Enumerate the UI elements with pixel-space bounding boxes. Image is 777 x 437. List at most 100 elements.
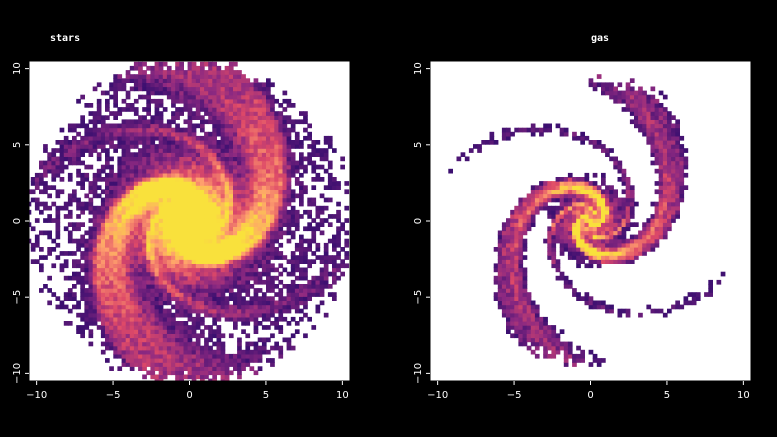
density-cell [543,341,548,347]
density-cell [179,209,184,215]
density-cell [72,189,77,195]
density-cell [183,238,189,244]
density-cell [282,177,288,182]
density-cell [563,353,569,359]
density-cell [224,316,230,322]
density-cell [195,251,201,256]
density-cell [200,98,205,104]
density-cell [228,247,234,252]
density-cell [253,131,259,137]
density-cell [166,345,172,351]
density-cell [162,189,168,195]
density-cell [187,127,193,133]
density-cell [125,271,131,277]
density-cell [543,238,548,244]
density-cell [241,197,246,203]
density-cell [133,296,139,301]
density-cell [212,177,217,182]
density-cell [220,119,226,125]
density-cell [142,152,147,157]
density-cell [121,189,127,195]
density-cell [290,164,296,170]
density-cell [129,362,135,367]
density-cell [162,160,168,166]
density-cell [282,127,288,133]
density-cell [253,94,259,100]
density-cell [175,275,180,281]
density-cell [171,333,176,339]
density-cell [662,94,668,100]
density-cell [270,345,275,351]
density-cell [100,325,106,330]
density-cell [658,168,664,174]
density-cell [638,107,643,112]
density-cell [286,181,292,186]
density-cell [576,242,581,248]
density-cell [216,366,222,371]
density-cell [237,74,242,79]
density-cell [92,86,98,92]
density-cell [34,259,40,264]
density-cell [113,103,118,108]
density-cell [138,308,143,314]
density-cell [662,123,668,129]
density-cell [212,152,217,157]
density-cell [88,271,94,277]
density-cell [138,185,143,190]
density-cell [76,131,81,137]
density-cell [274,168,279,174]
density-cell [319,152,325,157]
density-cell [658,123,664,129]
density-cell [679,160,685,166]
density-cell [493,263,499,269]
density-cell [166,321,172,326]
density-cell [92,172,98,178]
density-cell [299,197,304,203]
density-cell [270,275,275,281]
density-cell [270,247,275,252]
density-cell [88,103,94,108]
density-cell [216,263,222,269]
density-cell [596,300,602,306]
density-cell [43,144,48,149]
density-cell [187,168,193,174]
density-cell [113,345,118,351]
density-cell [162,185,168,190]
density-cell [559,185,565,190]
density-cell [216,300,222,306]
density-cell [299,185,304,190]
density-cell [667,201,672,207]
density-cell [100,230,106,236]
density-cell [125,300,131,306]
density-cell [282,316,288,322]
density-cell [555,177,561,182]
density-cell [671,160,676,166]
density-cell [497,271,503,277]
density-cell [146,177,151,182]
density-cell [171,197,176,203]
density-cell [266,316,271,322]
density-cell [183,374,189,380]
density-cell [129,209,135,215]
density-cell [646,242,652,248]
density-cell [154,222,160,227]
density-cell [212,267,217,273]
density-cell [654,123,660,129]
density-cell [559,247,565,252]
density-cell [290,263,296,269]
density-cell [125,358,131,363]
density-cell [121,131,127,137]
density-cell [183,103,189,108]
density-cell [216,140,222,145]
density-cell [195,197,201,203]
density-cell [220,78,226,83]
density-cell [150,362,156,367]
density-cell [261,263,267,269]
density-cell [80,119,85,125]
density-cell [315,292,321,297]
density-cell [113,308,118,314]
density-cell [332,267,337,273]
density-cell [179,292,184,297]
density-cell [497,242,503,248]
density-cell [555,189,561,195]
